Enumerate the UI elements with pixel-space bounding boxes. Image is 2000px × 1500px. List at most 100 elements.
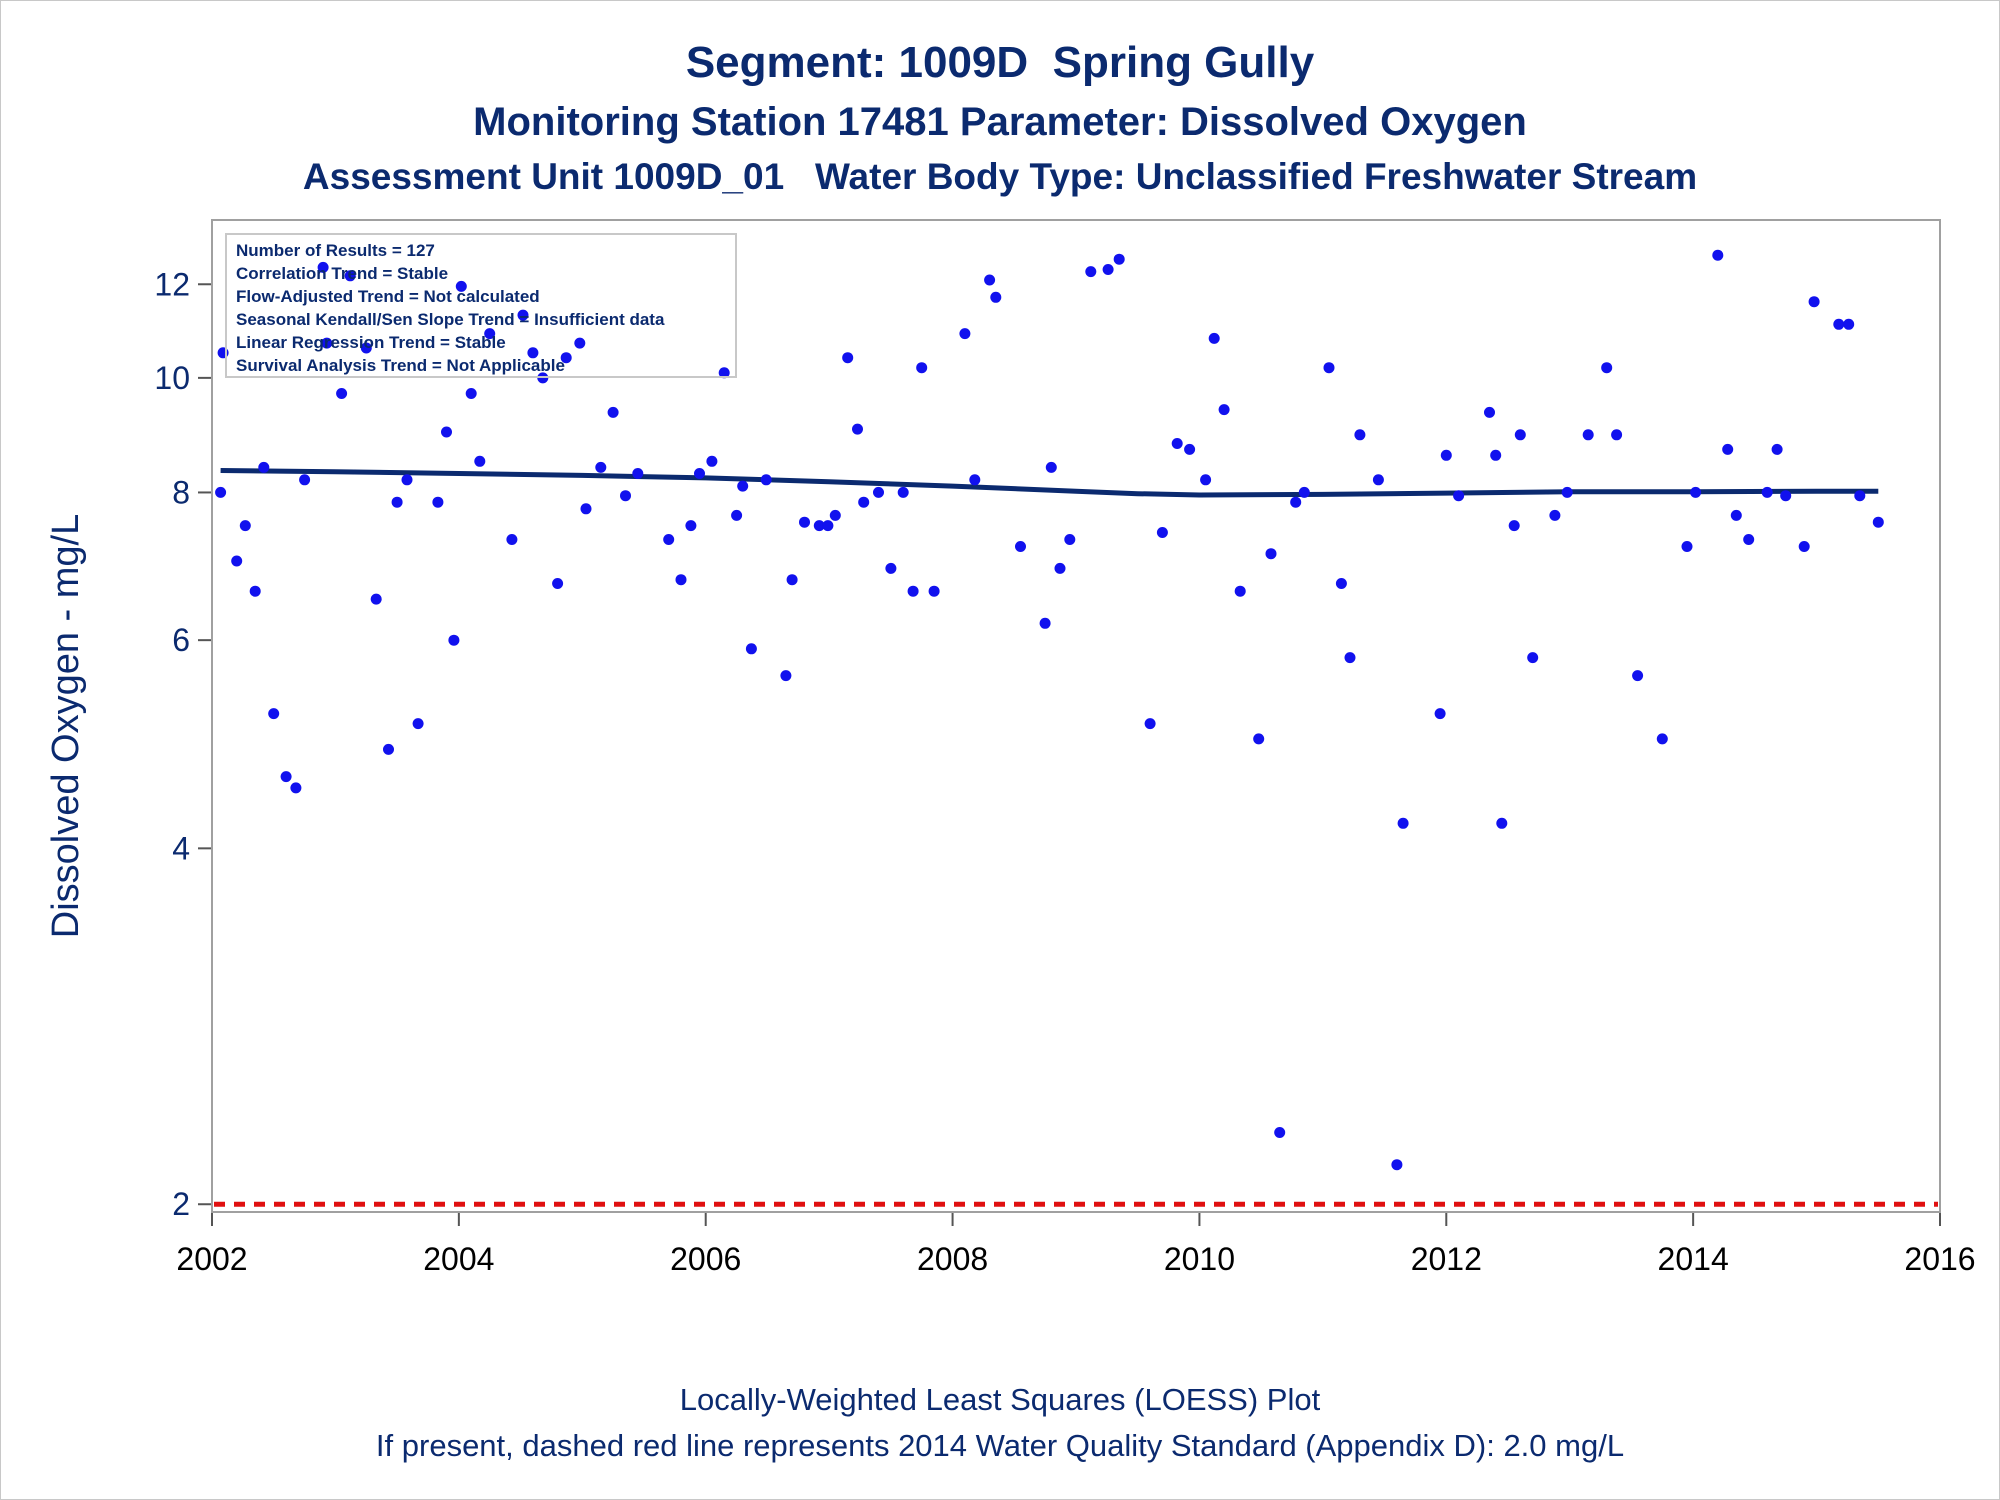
data-point bbox=[1582, 429, 1594, 441]
data-point bbox=[484, 328, 496, 340]
y-axis: 2 4 6 8 10 12 bbox=[154, 266, 212, 1222]
data-point bbox=[360, 342, 372, 354]
data-point bbox=[1144, 718, 1156, 730]
data-point bbox=[969, 474, 981, 486]
data-point bbox=[1085, 266, 1097, 278]
data-point bbox=[632, 468, 644, 479]
data-point bbox=[675, 574, 687, 586]
data-point bbox=[1808, 296, 1820, 308]
stats-inset-line: Correlation Trend = Stable bbox=[236, 264, 448, 283]
data-point bbox=[1561, 486, 1573, 498]
data-point bbox=[506, 534, 518, 545]
data-point bbox=[1354, 429, 1366, 441]
stats-inset-line: Flow-Adjusted Trend = Not calculated bbox=[236, 287, 540, 306]
y-tick-label: 10 bbox=[154, 360, 190, 396]
loess-line bbox=[220, 468, 1879, 498]
data-point bbox=[1798, 541, 1810, 552]
data-point bbox=[822, 520, 834, 532]
data-point bbox=[268, 708, 280, 720]
y-tick-label: 8 bbox=[172, 474, 190, 510]
data-point bbox=[290, 782, 302, 794]
data-point bbox=[1833, 318, 1845, 330]
data-point bbox=[465, 388, 477, 399]
data-point bbox=[391, 496, 403, 508]
y-tick-label: 12 bbox=[154, 266, 190, 302]
data-point bbox=[1344, 652, 1356, 664]
data-point bbox=[718, 367, 730, 379]
data-point bbox=[1743, 534, 1755, 545]
data-point bbox=[370, 593, 382, 605]
data-point bbox=[620, 490, 631, 502]
x-tick-label: 2014 bbox=[1658, 1241, 1729, 1277]
data-point bbox=[907, 585, 919, 597]
data-point bbox=[1771, 443, 1783, 455]
data-point bbox=[663, 534, 675, 545]
data-point bbox=[607, 406, 619, 418]
data-point bbox=[336, 388, 348, 399]
data-point bbox=[321, 337, 333, 349]
data-point bbox=[412, 718, 424, 730]
data-point bbox=[685, 520, 697, 532]
data-point bbox=[1391, 1159, 1403, 1171]
data-point bbox=[1601, 362, 1613, 374]
data-point bbox=[885, 562, 897, 574]
footnote-loess: Locally-Weighted Least Squares (LOESS) P… bbox=[679, 1382, 1321, 1417]
data-point bbox=[1184, 443, 1196, 455]
data-point bbox=[299, 474, 311, 486]
data-point bbox=[258, 461, 270, 473]
data-point bbox=[1453, 490, 1465, 502]
data-point bbox=[760, 474, 772, 486]
stats-inset-line: Seasonal Kendall/Sen Slope Trend = Insuf… bbox=[236, 310, 665, 329]
data-point bbox=[928, 585, 940, 597]
stats-inset-line: Number of Results = 127 bbox=[236, 241, 435, 260]
stats-inset-line: Survival Analysis Trend = Not Applicable bbox=[236, 356, 565, 375]
data-point bbox=[249, 585, 261, 597]
y-tick-label: 2 bbox=[172, 1186, 190, 1222]
data-point bbox=[1253, 733, 1265, 745]
footnote-standard: If present, dashed red line represents 2… bbox=[375, 1428, 1625, 1463]
x-tick-label: 2016 bbox=[1904, 1241, 1975, 1277]
chart-title: Segment: 1009D Spring Gully bbox=[685, 38, 1315, 87]
data-point bbox=[799, 516, 810, 528]
data-point bbox=[1490, 449, 1502, 461]
data-point bbox=[873, 486, 884, 498]
x-tick-label: 2012 bbox=[1411, 1241, 1482, 1277]
data-point bbox=[1208, 332, 1220, 344]
data-point bbox=[474, 455, 486, 467]
plot-area-border bbox=[211, 219, 1941, 1213]
data-point bbox=[1102, 264, 1114, 275]
data-point bbox=[1265, 548, 1277, 560]
y-tick-label: 4 bbox=[172, 830, 190, 866]
data-point bbox=[1514, 429, 1526, 441]
data-point bbox=[852, 423, 863, 435]
data-point bbox=[1761, 486, 1773, 498]
data-point bbox=[1722, 443, 1734, 455]
data-point bbox=[280, 771, 292, 783]
stats-inset-line: Linear Regression Trend = Stable bbox=[236, 333, 506, 352]
data-point bbox=[1054, 562, 1066, 574]
data-point bbox=[1527, 652, 1539, 664]
data-point bbox=[1508, 520, 1520, 532]
data-point bbox=[1156, 527, 1168, 538]
data-point bbox=[990, 291, 1002, 303]
x-axis: 2002 2004 2006 2008 2010 2012 2014 2016 bbox=[176, 1212, 1976, 1277]
data-point bbox=[1681, 541, 1693, 552]
data-point bbox=[574, 337, 586, 349]
stats-inset: Number of Results = 127 Correlation Trend… bbox=[225, 233, 737, 378]
data-point bbox=[383, 743, 394, 755]
data-point bbox=[1843, 318, 1855, 330]
data-point bbox=[1434, 708, 1446, 720]
data-point bbox=[1045, 461, 1057, 473]
y-tick-label: 6 bbox=[172, 622, 190, 658]
data-point bbox=[737, 480, 749, 492]
data-point bbox=[580, 503, 592, 515]
data-point bbox=[1397, 817, 1409, 829]
data-point bbox=[455, 280, 467, 292]
data-point bbox=[916, 362, 928, 374]
stats-inset-box bbox=[225, 233, 737, 378]
data-point bbox=[1372, 474, 1384, 486]
data-point bbox=[1335, 578, 1347, 589]
data-point bbox=[1274, 1127, 1286, 1138]
